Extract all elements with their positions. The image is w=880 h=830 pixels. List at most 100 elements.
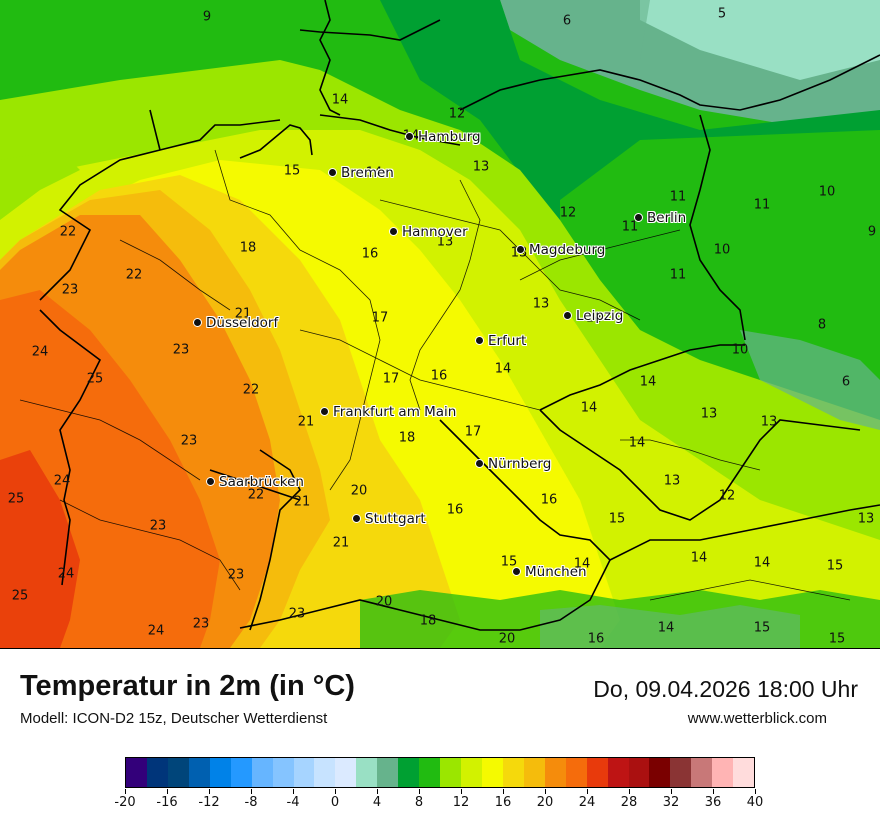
temperature-value: 25 bbox=[7, 491, 25, 507]
temperature-value: 14 bbox=[657, 620, 675, 636]
colorbar-segment bbox=[293, 758, 315, 787]
temperature-value: 18 bbox=[419, 613, 437, 629]
tick-mark bbox=[251, 789, 252, 794]
temperature-value: 17 bbox=[382, 371, 400, 387]
temperature-value: 20 bbox=[375, 594, 393, 610]
colorbar-segment bbox=[335, 758, 357, 787]
tick-mark bbox=[629, 789, 630, 794]
temperature-value: 23 bbox=[61, 282, 79, 298]
website-link[interactable]: www.wetterblick.com bbox=[687, 710, 827, 727]
city-name: Saarbrücken bbox=[219, 474, 304, 490]
temperature-value: 13 bbox=[857, 511, 875, 527]
temperature-value: 23 bbox=[227, 567, 245, 583]
temperature-value: 13 bbox=[700, 406, 718, 422]
temperature-value: 6 bbox=[841, 374, 851, 390]
temperature-value: 11 bbox=[753, 197, 771, 213]
city-dot-icon bbox=[405, 131, 414, 141]
temperature-value: 23 bbox=[192, 616, 210, 632]
tick-label: -20 bbox=[114, 795, 136, 810]
temperature-value: 9 bbox=[202, 9, 212, 25]
temperature-value: 14 bbox=[753, 555, 771, 571]
temperature-value: 21 bbox=[234, 306, 252, 322]
temperature-value: 20 bbox=[350, 483, 368, 499]
city-marker: Nürnberg bbox=[475, 456, 551, 472]
temperature-value: 16 bbox=[361, 246, 379, 262]
colorbar-segment bbox=[209, 758, 231, 787]
tick-mark bbox=[293, 789, 294, 794]
temperature-value: 13 bbox=[472, 159, 490, 175]
tick-label: 20 bbox=[536, 795, 554, 810]
temperature-value: 11 bbox=[669, 267, 687, 283]
city-marker: Leipzig bbox=[563, 308, 623, 324]
temperature-value: 6 bbox=[562, 13, 572, 29]
city-marker: Hannover bbox=[389, 224, 468, 240]
temperature-value: 12 bbox=[448, 106, 466, 122]
city-dot-icon bbox=[475, 335, 484, 345]
temperature-value: 15 bbox=[828, 631, 846, 647]
colorbar-segment bbox=[733, 758, 755, 787]
tick-label: 24 bbox=[578, 795, 596, 810]
temperature-value: 14 bbox=[573, 556, 591, 572]
city-marker: Düsseldorf bbox=[193, 315, 278, 331]
tick-mark bbox=[167, 789, 168, 794]
temperature-value: 17 bbox=[371, 310, 389, 326]
tick-label: 32 bbox=[662, 795, 680, 810]
tick-label: 28 bbox=[620, 795, 638, 810]
temperature-value: 24 bbox=[57, 566, 75, 582]
temperature-value: 16 bbox=[446, 502, 464, 518]
tick-label: 16 bbox=[494, 795, 512, 810]
temperature-value: 9 bbox=[867, 224, 877, 240]
temperature-value: 23 bbox=[149, 518, 167, 534]
forecast-datetime: Do, 09.04.2026 18:00 Uhr bbox=[593, 676, 858, 702]
tick-mark bbox=[755, 789, 756, 794]
colorbar-segment bbox=[670, 758, 692, 787]
city-dot-icon bbox=[563, 310, 572, 320]
tick-mark bbox=[671, 789, 672, 794]
colorbar-segment bbox=[230, 758, 252, 787]
city-name: Frankfurt am Main bbox=[333, 404, 457, 420]
temperature-value: 14 bbox=[639, 374, 657, 390]
city-dot-icon bbox=[328, 167, 337, 177]
temperature-value: 14 bbox=[628, 435, 646, 451]
city-name: Erfurt bbox=[488, 333, 527, 349]
colorbar-segment bbox=[502, 758, 524, 787]
colorbar-segment bbox=[481, 758, 503, 787]
tick-mark bbox=[587, 789, 588, 794]
temperature-value: 14 bbox=[365, 165, 383, 181]
temperature-value: 10 bbox=[731, 342, 749, 358]
temperature-value: 23 bbox=[172, 342, 190, 358]
temperature-value: 22 bbox=[125, 267, 143, 283]
tick-label: 8 bbox=[414, 795, 424, 810]
temperature-value: 14 bbox=[690, 550, 708, 566]
tick-label: 4 bbox=[372, 795, 382, 810]
temperature-value: 24 bbox=[53, 473, 71, 489]
temperature-value: 14 bbox=[585, 310, 603, 326]
temperature-value: 24 bbox=[31, 344, 49, 360]
tick-mark bbox=[503, 789, 504, 794]
city-dot-icon bbox=[634, 212, 643, 222]
city-marker: Berlin bbox=[634, 210, 686, 226]
temperature-value: 11 bbox=[621, 219, 639, 235]
city-dot-icon bbox=[352, 513, 361, 523]
colorbar-segment bbox=[356, 758, 378, 787]
temperature-value: 24 bbox=[147, 623, 165, 639]
city-name: München bbox=[525, 564, 587, 580]
colorbar-segment bbox=[607, 758, 629, 787]
colorbar-segment bbox=[251, 758, 273, 787]
city-name: Hannover bbox=[402, 224, 468, 240]
colorbar-ticks: -20 -16 -12 -8 -4 0 4 8 12 16 20 24 28 32 36 40 bbox=[114, 789, 763, 819]
temperature-colorbar bbox=[125, 757, 755, 788]
colorbar-segment bbox=[461, 758, 482, 787]
tick-label: -12 bbox=[198, 795, 220, 810]
temperature-value: 21 bbox=[297, 414, 315, 430]
city-name: Düsseldorf bbox=[206, 315, 279, 331]
temperature-value: 21 bbox=[332, 535, 350, 551]
temperature-value: 18 bbox=[398, 430, 416, 446]
city-marker: Bremen bbox=[328, 165, 394, 181]
map-title: Temperatur in 2m (in °C) bbox=[20, 670, 355, 702]
city-marker: Erfurt bbox=[475, 333, 526, 349]
city-marker: München bbox=[512, 564, 587, 580]
colorbar-segment bbox=[565, 758, 587, 787]
tick-mark bbox=[335, 789, 336, 794]
temperature-value: 13 bbox=[760, 414, 778, 430]
